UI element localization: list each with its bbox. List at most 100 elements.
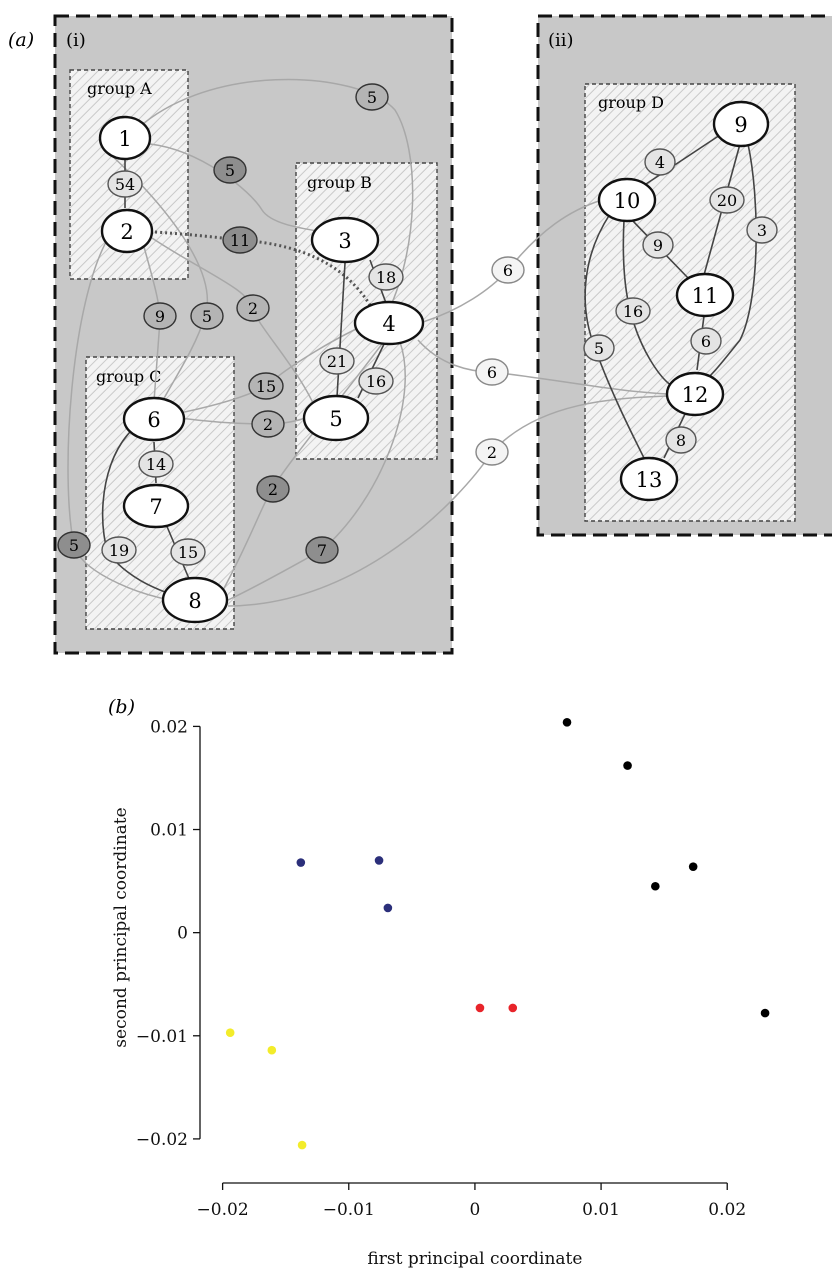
edge-label-21: 21	[319, 347, 355, 375]
data-point	[296, 858, 306, 867]
edge-label-2c: 2	[256, 475, 290, 503]
svg-text:9: 9	[155, 307, 165, 326]
node-2: 2	[100, 208, 154, 254]
svg-text:5: 5	[594, 339, 604, 358]
edge-label-5a: 5	[355, 83, 389, 111]
data-point	[383, 903, 393, 913]
x-tick-label: 0	[470, 1200, 481, 1220]
edge-2-4-highlight	[154, 230, 375, 311]
svg-text:19: 19	[109, 541, 129, 560]
edge-label-14: 14	[138, 450, 174, 478]
data-point	[623, 761, 632, 770]
svg-text:5: 5	[69, 536, 79, 555]
svg-text:9: 9	[734, 113, 747, 137]
x-tick-label: 0.01	[582, 1200, 620, 1220]
panel-a: (a) (i) (ii) group A group B group C gro…	[8, 14, 832, 655]
edge-label-54: 54	[107, 170, 143, 198]
y-axis-label: second principal coordinate	[111, 807, 131, 1047]
x-tick-label: −0.01	[323, 1200, 375, 1220]
svg-text:7: 7	[317, 541, 327, 560]
svg-text:11: 11	[692, 284, 719, 308]
nodes: 1 2 3 4 5 6 7 8 9 10 11 12 13	[98, 100, 770, 624]
node-3: 3	[310, 216, 380, 264]
node-11: 11	[675, 272, 735, 318]
svg-text:15: 15	[256, 377, 276, 396]
svg-text:11: 11	[230, 231, 250, 250]
y-tick-label: 0.01	[150, 821, 188, 841]
svg-text:9: 9	[653, 236, 663, 255]
svg-text:6: 6	[147, 408, 160, 432]
svg-text:54: 54	[115, 175, 135, 194]
node-4: 4	[353, 300, 425, 346]
edge-8-2	[67, 234, 171, 601]
svg-text:3: 3	[338, 229, 351, 253]
edge-label-20: 20	[709, 186, 745, 214]
svg-text:2: 2	[263, 415, 273, 434]
edge-label-5c: 5	[190, 302, 224, 330]
svg-text:5: 5	[202, 307, 212, 326]
node-6: 6	[122, 396, 186, 442]
edge-label-16: 16	[358, 367, 394, 395]
svg-text:5: 5	[367, 88, 377, 107]
edge-label-16d: 16	[615, 297, 651, 325]
node-10: 10	[597, 177, 657, 223]
edge-label-2b: 2	[251, 410, 285, 438]
data-point	[688, 862, 698, 871]
svg-text:2: 2	[487, 443, 497, 462]
edge-1-4	[127, 78, 414, 319]
y-tick-label: −0.01	[136, 1027, 188, 1047]
svg-text:4: 4	[655, 153, 665, 172]
edge-labels: 54 18 21 16 14 15 19 4 20 3 9 16 6 5 8 1…	[57, 83, 778, 566]
scatter-chart: −0.02 −0.01 0 0.01 0.02 −0.02 −0.01 0 0.01 0.02 fi…	[111, 717, 770, 1269]
node-7: 7	[122, 483, 190, 529]
edge-label-15a: 15	[248, 372, 284, 400]
svg-text:16: 16	[623, 302, 643, 321]
svg-text:20: 20	[717, 191, 737, 210]
edge-label-2a: 2	[236, 294, 270, 322]
svg-text:13: 13	[636, 468, 663, 492]
y-tick-label: 0	[177, 924, 188, 944]
edge-label-3: 3	[746, 216, 778, 244]
edge-label-4: 4	[644, 148, 676, 176]
data-point	[225, 1028, 235, 1037]
svg-text:8: 8	[676, 431, 686, 450]
edge-label-5e: 5	[57, 531, 91, 559]
data-point	[508, 1003, 518, 1013]
edge-label-18: 18	[368, 263, 404, 291]
data-point	[475, 1003, 485, 1013]
svg-text:8: 8	[188, 589, 201, 613]
svg-text:2: 2	[120, 220, 133, 244]
node-12: 12	[665, 371, 725, 417]
edge-label-6x: 6	[491, 256, 525, 284]
svg-text:21: 21	[327, 352, 347, 371]
x-tick-label: −0.02	[197, 1200, 249, 1220]
node-1: 1	[98, 115, 152, 161]
node-9: 9	[712, 100, 770, 148]
svg-text:16: 16	[366, 372, 386, 391]
edge-label-5b: 5	[213, 156, 247, 184]
edge-label-9: 9	[642, 231, 674, 259]
group-a-label: group A	[87, 79, 152, 98]
group-b-label: group B	[307, 173, 372, 192]
edge-8-4-b	[227, 341, 406, 601]
node-5: 5	[302, 394, 370, 442]
edge-label-19: 19	[101, 536, 137, 564]
data-point	[562, 717, 572, 727]
svg-text:14: 14	[146, 455, 166, 474]
svg-text:10: 10	[614, 189, 641, 213]
edge-label-6y: 6	[475, 358, 509, 386]
svg-text:2: 2	[268, 480, 278, 499]
y-tick-label: −0.02	[136, 1130, 188, 1150]
svg-text:5: 5	[329, 407, 342, 431]
data-point	[651, 881, 660, 891]
edge-label-8: 8	[665, 426, 697, 454]
edge-label-6d: 6	[690, 327, 722, 355]
svg-text:5: 5	[225, 161, 235, 180]
group-d-label: group D	[598, 93, 664, 112]
panel-a-label: (a)	[8, 29, 34, 51]
edge-label-5d: 5	[583, 334, 615, 362]
x-axis-label: first principal coordinate	[367, 1249, 582, 1269]
panel-b: (b) −0.02 −0.01 0 0.01 0.02 −0.02 −0.01 0 0.01 0.…	[108, 696, 770, 1269]
svg-text:6: 6	[701, 332, 711, 351]
svg-text:6: 6	[503, 261, 513, 280]
